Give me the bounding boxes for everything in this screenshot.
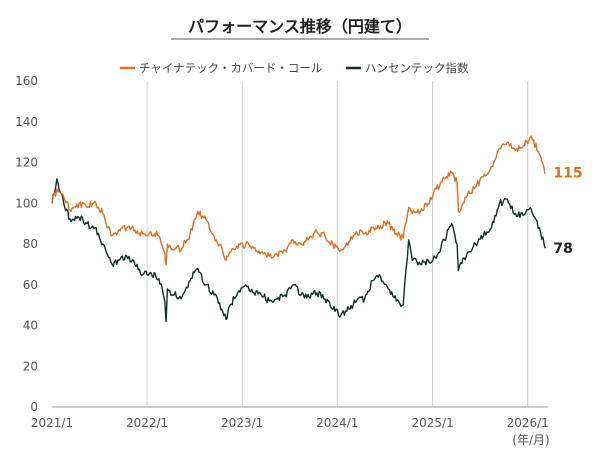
chart-title: パフォーマンス推移（円建て） xyxy=(188,17,412,36)
x-tick-label: 2026/1 xyxy=(507,416,549,430)
x-tick-label: 2025/1 xyxy=(411,416,453,430)
series-lines: 78 115 xyxy=(51,135,583,323)
legend: チャイナテック・カバード・コール ハンセンテック指数 xyxy=(120,61,469,75)
series-end-label-1: 78 xyxy=(553,241,572,257)
y-tick-label: 100 xyxy=(15,196,38,210)
y-tick-label: 160 xyxy=(15,74,38,88)
x-tick-label: 2024/1 xyxy=(316,416,358,430)
y-tick-label: 80 xyxy=(23,237,38,251)
grid xyxy=(146,81,529,407)
x-tick-label: 2022/1 xyxy=(126,416,168,430)
y-tick-label: 20 xyxy=(23,359,38,373)
legend-label-hang-seng-tech: ハンセンテック指数 xyxy=(365,61,469,75)
series-line-1 xyxy=(51,178,546,323)
x-axis-unit-label: (年/月) xyxy=(512,433,549,447)
y-tick-label: 60 xyxy=(23,278,38,292)
series-line-0 xyxy=(51,135,546,266)
y-tick-label: 0 xyxy=(30,400,38,414)
axes: 0 20 40 60 80 100 120 140 160 2021/1 2022/1 2023/1 2… xyxy=(15,74,549,430)
x-tick-label: 2023/1 xyxy=(221,416,263,430)
legend-label-china-tech: チャイナテック・カバード・コール xyxy=(139,61,322,75)
x-tick-label: 2021/1 xyxy=(31,416,73,430)
series-end-label-0: 115 xyxy=(553,166,582,182)
y-tick-label: 140 xyxy=(15,115,38,129)
y-tick-label: 40 xyxy=(23,319,38,333)
y-tick-label: 120 xyxy=(15,156,38,170)
